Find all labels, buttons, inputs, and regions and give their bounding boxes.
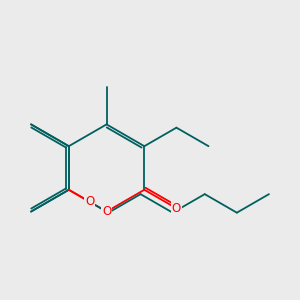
Text: O: O [102, 205, 111, 218]
Text: O: O [85, 195, 94, 208]
Text: O: O [172, 202, 181, 215]
